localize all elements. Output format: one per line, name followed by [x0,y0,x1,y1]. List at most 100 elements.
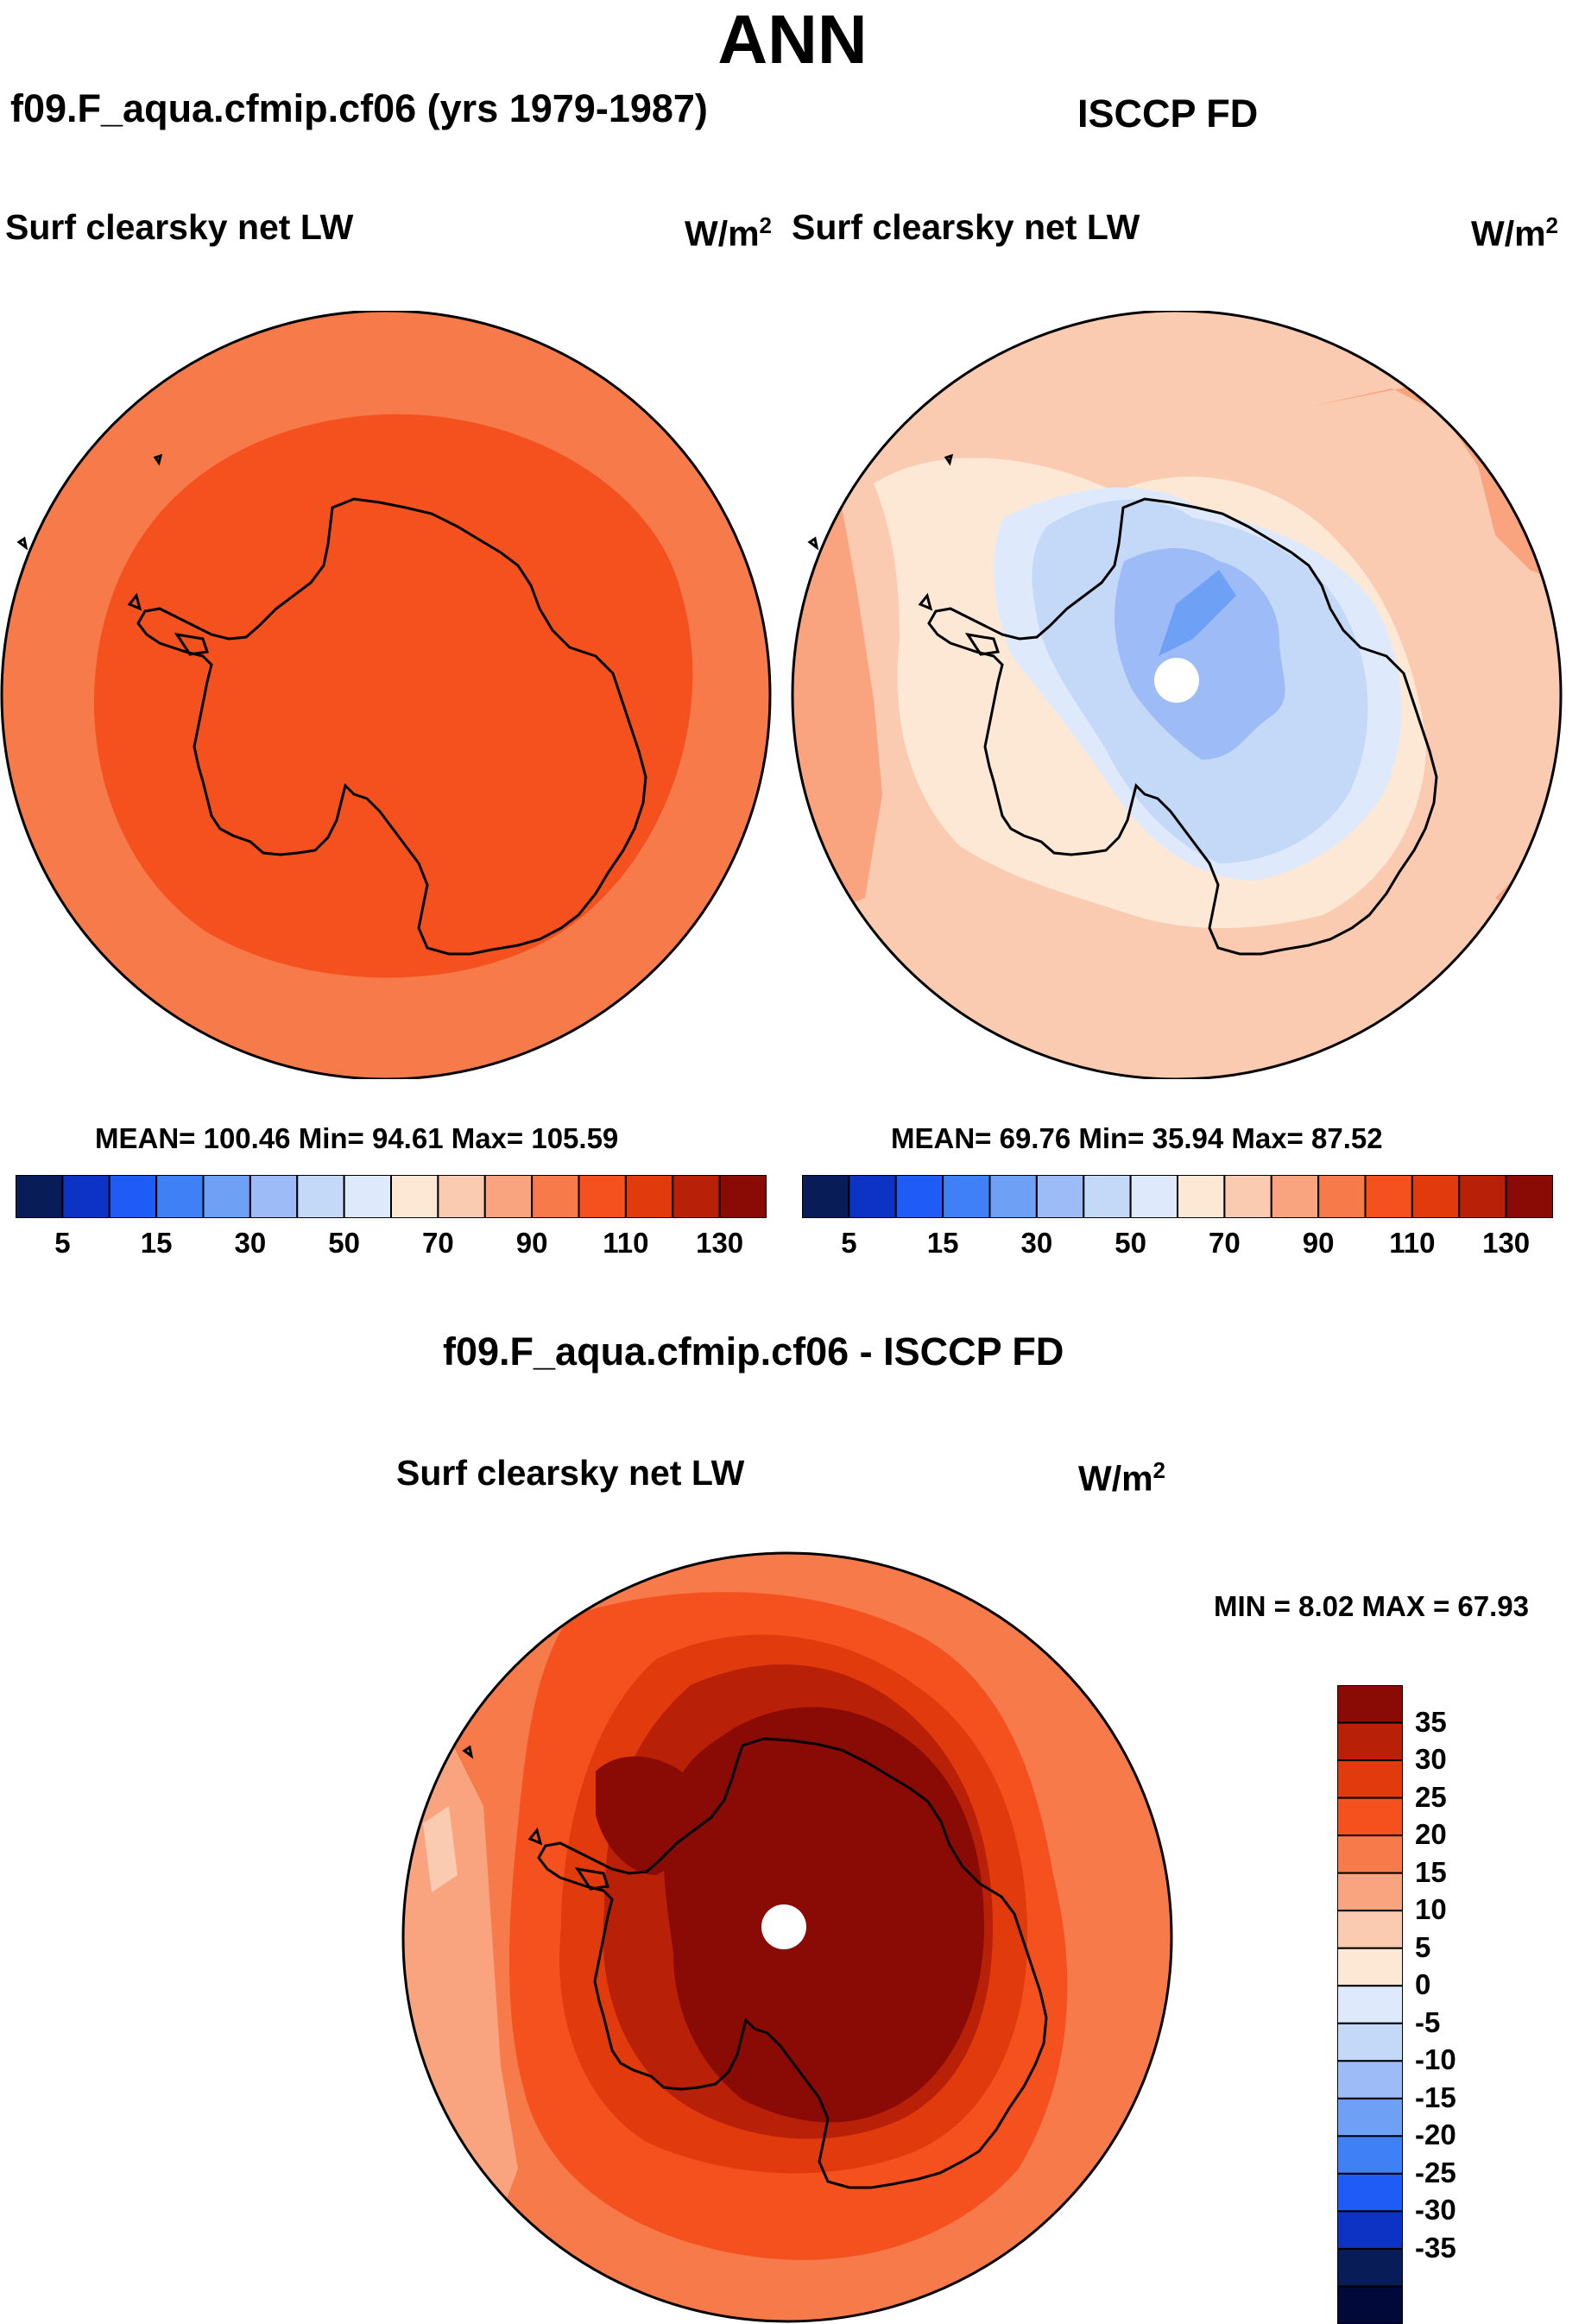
stats-diff: MIN = 8.02 MAX = 67.93 [1214,1590,1530,1622]
colorbar-model-swatch [390,1175,439,1218]
colorbar-obs-tick-label: 15 [926,1227,959,1259]
colorbar-diff-swatch [1337,2060,1403,2100]
field-contour-5-15 [1115,548,1285,760]
colorbar-model-tick-label: 5 [54,1227,71,1259]
field-contour-above-35 [663,1707,984,2123]
antarctica-coastline [16,453,647,956]
colorbar-obs-swatch [894,1175,944,1218]
pole-mask [761,1904,806,1949]
map-model [0,311,772,1079]
colorbar-diff-tick-label: -25 [1415,2156,1456,2188]
units-label-diff: W/m2 [1078,1457,1166,1499]
panel-title-obs: ISCCP FD [1077,92,1259,136]
colorbar-diff [1337,1685,1403,2324]
colorbar-diff-tick-label: 20 [1415,1818,1447,1851]
colorbar-model-swatch [155,1175,205,1218]
colorbar-diff-swatch [1337,1910,1403,1949]
colorbar-diff-tick-label: 35 [1415,1705,1447,1738]
map-boundary [791,311,1563,1079]
colorbar-diff-tick-label: 25 [1415,1780,1447,1813]
antarctica-coastline [807,453,1438,956]
colorbar-diff-tick-label: 0 [1415,1968,1431,2001]
colorbar-diff-swatch [1337,2022,1403,2062]
map-diff [401,1551,1173,2323]
colorbar-obs-tick-label: 130 [1482,1227,1531,1259]
colorbar-model-tick-label: 110 [603,1227,649,1259]
colorbar-diff-swatch [1337,1721,1403,1762]
colorbar-obs-tick-label: 30 [1020,1227,1053,1259]
colorbar-diff-swatch [1337,2172,1403,2213]
colorbar-obs-swatch [848,1175,897,1218]
colorbar-model-swatch [296,1175,345,1218]
stats-obs: MEAN= 69.76 Min= 35.94 Max= 87.52 [891,1122,1383,1154]
colorbar-obs-tick-label: 5 [841,1227,857,1259]
colorbar-diff-tick-label: 10 [1415,1893,1447,1926]
colorbar-diff-swatch [1337,2135,1403,2175]
variable-label-model: Surf clearsky net LW [5,207,354,247]
colorbar-diff-tick-label: -20 [1415,2119,1456,2151]
colorbar-obs-swatch [1317,1175,1367,1218]
panel-title-model: f09.F_aqua.cfmip.cf06 (yrs 1979-1987) [10,86,708,130]
colorbar-model-swatch [16,1175,64,1218]
colorbar-model-swatch [202,1175,251,1218]
colorbar-model-tick-label: 15 [140,1227,173,1259]
colorbar-model-swatch [437,1175,486,1218]
colorbar-obs [802,1175,1553,1218]
colorbar-diff-tick-label: 30 [1415,1743,1447,1776]
colorbar-diff-swatch [1337,2210,1403,2250]
colorbar-model-swatch [624,1175,674,1218]
field-contour-5-10 [423,1806,458,1892]
map-boundary [0,311,772,1079]
colorbar-obs-swatch [1129,1175,1178,1218]
variable-label-obs: Surf clearsky net LW [792,207,1140,247]
colorbar-model-swatch [718,1175,767,1218]
colorbar-model-tick-label: 30 [234,1227,267,1259]
colorbar-diff-tick-label: -30 [1415,2194,1456,2226]
colorbar-diff-swatch [1337,1985,1403,2024]
colorbar-obs-swatch [1177,1175,1226,1218]
colorbar-obs-swatch [802,1175,850,1218]
stats-model: MEAN= 100.46 Min= 94.61 Max= 105.59 [95,1122,619,1154]
colorbar-obs-swatch [1364,1175,1413,1218]
field-contour-110-130 [93,414,693,978]
colorbar-diff-tick-label: -5 [1415,2005,1441,2038]
colorbar-diff-swatch [1337,1835,1403,1874]
colorbar-obs-swatch [1223,1175,1272,1218]
colorbar-obs-swatch [1505,1175,1553,1218]
colorbar-diff-tick-label: -35 [1415,2231,1456,2264]
colorbar-obs-tick-label: 90 [1302,1227,1335,1259]
colorbar-model-swatch [249,1175,299,1218]
colorbar-diff-swatch [1337,1797,1403,1837]
colorbar-obs-swatch [1083,1175,1132,1218]
colorbar-model-tick-label: 50 [328,1227,360,1259]
colorbar-obs-tick-label: 50 [1115,1227,1146,1259]
field-contour-below-5 [1159,570,1236,656]
colorbar-model-swatch [578,1175,627,1218]
colorbar-obs-swatch [1458,1175,1507,1218]
colorbar-obs-swatch [1270,1175,1320,1218]
colorbar-obs-tick-label: 110 [1389,1227,1436,1259]
colorbar-obs-swatch [942,1175,991,1218]
colorbar-diff-tick-label: 15 [1415,1855,1447,1888]
colorbar-diff-swatch [1337,1947,1403,1987]
colorbar-diff-swatch [1337,1685,1403,1724]
main-title: ANN [717,1,868,78]
colorbar-model-tick-label: 130 [696,1227,744,1259]
colorbar-diff-swatch [1337,2247,1403,2288]
units-label-obs: W/m2 [1471,212,1559,254]
colorbar-obs-swatch [1411,1175,1461,1218]
map-obs [791,311,1563,1079]
colorbar-model-swatch [483,1175,534,1218]
colorbar-diff-tick-label: -10 [1415,2043,1456,2076]
colorbar-obs-swatch [1035,1175,1085,1218]
panel-title-diff: f09.F_aqua.cfmip.cf06 - ISCCP FD [443,1329,1064,1374]
colorbar-obs-tick-label: 70 [1209,1227,1241,1259]
colorbar-diff-swatch [1337,2097,1403,2138]
colorbar-model [16,1175,767,1218]
units-label-model: W/m2 [685,212,773,254]
colorbar-diff-swatch [1337,1759,1403,1799]
colorbar-model-swatch [531,1175,580,1218]
colorbar-model-swatch [61,1175,111,1218]
colorbar-model-swatch [343,1175,392,1218]
map-boundary [401,1551,1173,2323]
